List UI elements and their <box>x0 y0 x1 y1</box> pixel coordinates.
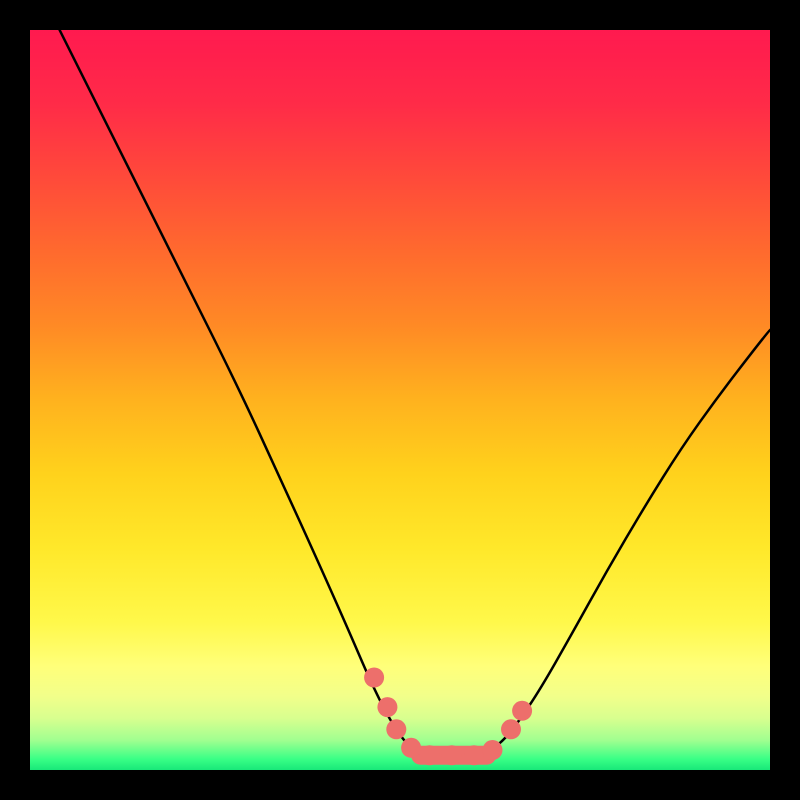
data-marker <box>401 738 421 758</box>
data-marker <box>377 697 397 717</box>
data-marker <box>442 745 462 765</box>
data-marker <box>512 701 532 721</box>
data-marker <box>464 745 484 765</box>
bottleneck-curve <box>60 30 770 755</box>
data-marker <box>420 745 440 765</box>
plot-area <box>30 30 770 770</box>
data-marker <box>364 668 384 688</box>
chart-svg <box>30 30 770 770</box>
data-marker <box>483 740 503 760</box>
chart-frame: TheBottleneck.com <box>0 0 800 800</box>
data-marker <box>386 719 406 739</box>
data-marker <box>501 719 521 739</box>
